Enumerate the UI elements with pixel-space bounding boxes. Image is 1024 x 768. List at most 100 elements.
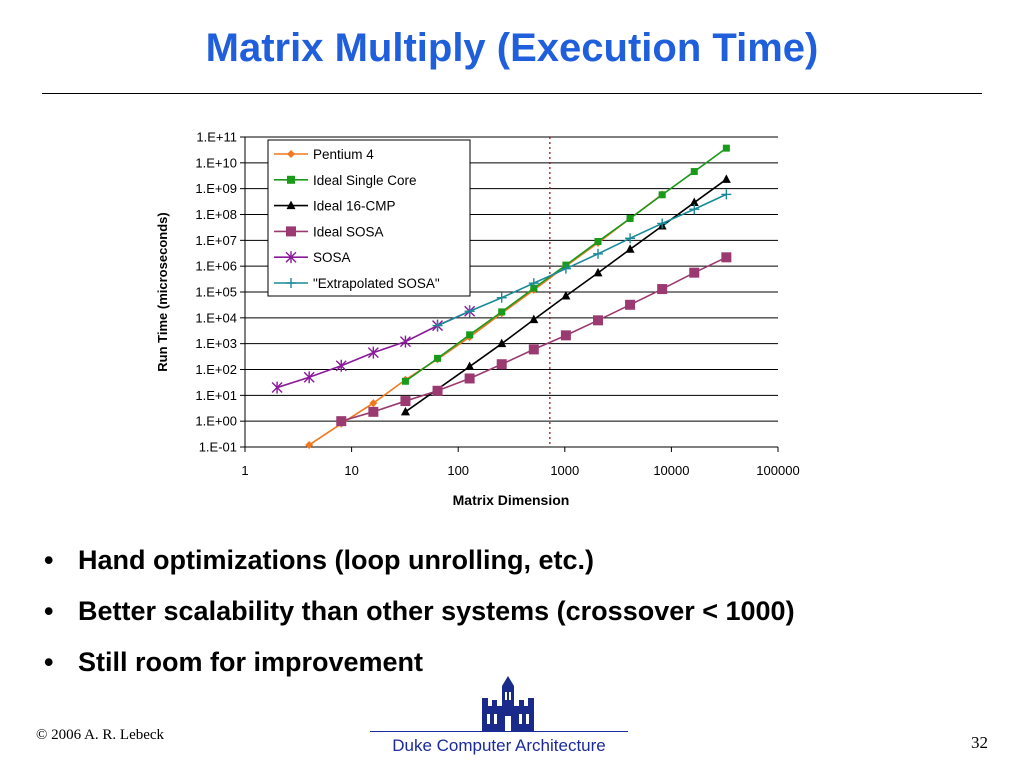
y-axis-label: Run Time (microseconds) [155, 212, 170, 371]
data-point [593, 267, 603, 277]
data-point [464, 306, 475, 317]
data-point [367, 346, 379, 359]
y-tick-label: 1.E+11 [196, 130, 237, 145]
slide-title: Matrix Multiply (Execution Time) [205, 26, 819, 70]
data-point [721, 174, 731, 183]
data-point [305, 440, 314, 449]
data-point [271, 381, 283, 394]
data-point [625, 299, 636, 310]
data-point [625, 244, 635, 253]
data-point [496, 359, 507, 370]
x-tick-label: 10000 [653, 463, 689, 478]
data-point [722, 144, 730, 152]
title-divider [42, 93, 982, 94]
data-point [592, 248, 603, 259]
series-line [308, 193, 663, 446]
data-point [498, 308, 506, 316]
data-point [625, 233, 636, 244]
data-point [369, 399, 378, 408]
data-point [529, 314, 539, 324]
legend-label: Pentium 4 [313, 147, 374, 162]
data-point [336, 416, 347, 427]
data-point [434, 354, 442, 362]
bullet-dot: • [44, 647, 54, 677]
data-point [626, 215, 634, 223]
legend-label: "Extrapolated SOSA" [313, 276, 440, 291]
y-tick-label: 1.E+02 [195, 362, 237, 377]
y-tick-label: 1.E-01 [199, 440, 237, 455]
legend-marker [286, 226, 296, 237]
chart-axes: 1.E-01 1.E+00 1.E+01 1.E+02 1.E+03 1.E+04 1.E+… [195, 130, 799, 479]
y-tick-label: 1.E+05 [195, 285, 237, 300]
bullet-text: Still room for improvement [78, 647, 424, 677]
data-point [560, 263, 571, 274]
y-tick-label: 1.E+03 [195, 336, 237, 351]
chart-legend: Pentium 4 Ideal Single Core Ideal 16-CMP Id… [267, 139, 471, 297]
y-tick-label: 1.E+04 [195, 310, 237, 325]
data-point [657, 218, 668, 229]
data-point [690, 168, 698, 176]
y-tick-label: 1.E+10 [195, 155, 237, 170]
page-number: 32 [971, 733, 988, 752]
data-point [721, 252, 732, 263]
chart-series [271, 144, 732, 449]
legend-marker [286, 200, 296, 210]
bullet-item: • Better scalability than other systems (… [44, 591, 795, 642]
y-tick-label: 1.E+09 [195, 181, 237, 196]
data-point [658, 191, 666, 199]
data-point [560, 330, 571, 341]
data-point [561, 291, 571, 300]
bullet-list: • Hand optimizations (loop unrolling, etc… [44, 540, 795, 693]
y-tick-label: 1.E+01 [195, 388, 237, 403]
legend-marker [287, 150, 295, 158]
bullet-item: • Hand optimizations (loop unrolling, etc… [44, 540, 795, 591]
bullet-text: Better scalability than other systems (c… [78, 596, 795, 626]
data-point [464, 373, 475, 384]
series-4 [271, 305, 476, 394]
data-point [657, 284, 668, 295]
data-point [399, 335, 411, 348]
data-point [401, 377, 409, 385]
data-point [368, 406, 379, 417]
data-point [689, 197, 699, 207]
series-line [437, 193, 727, 327]
x-tick-label: 10 [344, 463, 358, 478]
data-point [689, 267, 700, 278]
data-point [400, 406, 410, 416]
data-point [528, 278, 539, 289]
data-point [689, 204, 700, 215]
x-tick-label: 100000 [756, 463, 799, 478]
data-point [466, 331, 474, 339]
data-point [530, 284, 538, 292]
bullet-item: • Still room for improvement [44, 642, 795, 693]
data-point [594, 238, 602, 246]
duke-chapel-icon [482, 676, 534, 732]
legend-label: Ideal 16-CMP [313, 199, 396, 214]
data-point [432, 385, 443, 396]
y-tick-label: 1.E+08 [195, 207, 237, 222]
series-2 [400, 174, 731, 416]
y-tick-label: 1.E+06 [195, 259, 237, 274]
legend-marker [286, 278, 296, 288]
footer-divider [370, 731, 628, 732]
y-tick-label: 1.E+00 [195, 414, 237, 429]
y-tick-label: 1.E+07 [195, 233, 237, 248]
footer-label: Duke Computer Architecture [392, 736, 606, 755]
x-tick-label: 1000 [550, 463, 579, 478]
x-tick-label: 1 [241, 463, 248, 478]
bullet-text: Hand optimizations (loop unrolling, etc.… [78, 545, 594, 575]
data-point [528, 344, 539, 355]
copyright-notice: © 2006 A. R. Lebeck [36, 727, 165, 743]
legend-label: Ideal Single Core [313, 173, 417, 188]
legend-label: Ideal SOSA [313, 224, 384, 239]
data-point [465, 361, 475, 371]
x-axis-label: Matrix Dimension [453, 492, 570, 508]
legend-label: SOSA [313, 250, 351, 265]
bullet-dot: • [44, 596, 54, 626]
data-point [497, 338, 507, 348]
data-point [592, 315, 603, 326]
data-point [303, 371, 315, 384]
data-point [721, 189, 732, 200]
x-tick-label: 100 [447, 463, 469, 478]
series-line [404, 178, 727, 413]
